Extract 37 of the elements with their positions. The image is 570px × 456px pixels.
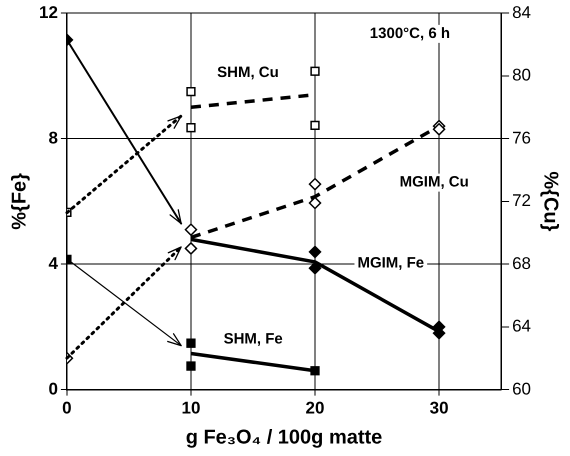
point xyxy=(308,196,322,210)
annotation: MGIM, Cu xyxy=(400,174,469,191)
y-tick-label: 0 xyxy=(48,379,58,398)
point xyxy=(310,366,320,376)
y2-axis-title: %{Cu} xyxy=(539,171,562,232)
y-tick-label: 12 xyxy=(38,2,58,22)
point xyxy=(308,246,322,258)
x-tick-label: 20 xyxy=(306,398,324,418)
annotation: SHM, Fe xyxy=(224,330,283,348)
y2-tick-label: 68 xyxy=(512,254,532,273)
annotation: SHM, Cu xyxy=(217,64,279,81)
point xyxy=(186,86,196,96)
x-axis-title: g Fe₃O₄ / 100g matte xyxy=(186,426,382,449)
y2-tick-label: 72 xyxy=(512,191,532,210)
point xyxy=(310,120,320,130)
point xyxy=(310,66,320,76)
y2-tick-label: 76 xyxy=(512,128,532,148)
y2-tick-label: 60 xyxy=(512,379,532,398)
y-tick-label: 8 xyxy=(48,128,58,148)
point xyxy=(308,178,322,190)
point xyxy=(186,338,196,348)
y2-tick-label: 84 xyxy=(512,2,532,22)
annotation: MGIM, Fe xyxy=(357,254,424,272)
annotation: 1300°C, 6 h xyxy=(370,25,450,42)
x-tick-label: 30 xyxy=(430,398,449,418)
point xyxy=(184,223,198,236)
y2-tick-label: 64 xyxy=(512,316,532,336)
point xyxy=(186,123,196,132)
y-axis-title: %{Fe} xyxy=(8,172,31,230)
y-tick-label: 4 xyxy=(48,254,58,273)
y2-tick-label: 80 xyxy=(512,66,532,85)
point xyxy=(432,123,446,136)
x-tick-label: 0 xyxy=(62,398,72,418)
point xyxy=(184,242,198,255)
x-tick-label: 10 xyxy=(182,398,200,418)
point xyxy=(308,262,322,274)
point xyxy=(186,361,196,371)
